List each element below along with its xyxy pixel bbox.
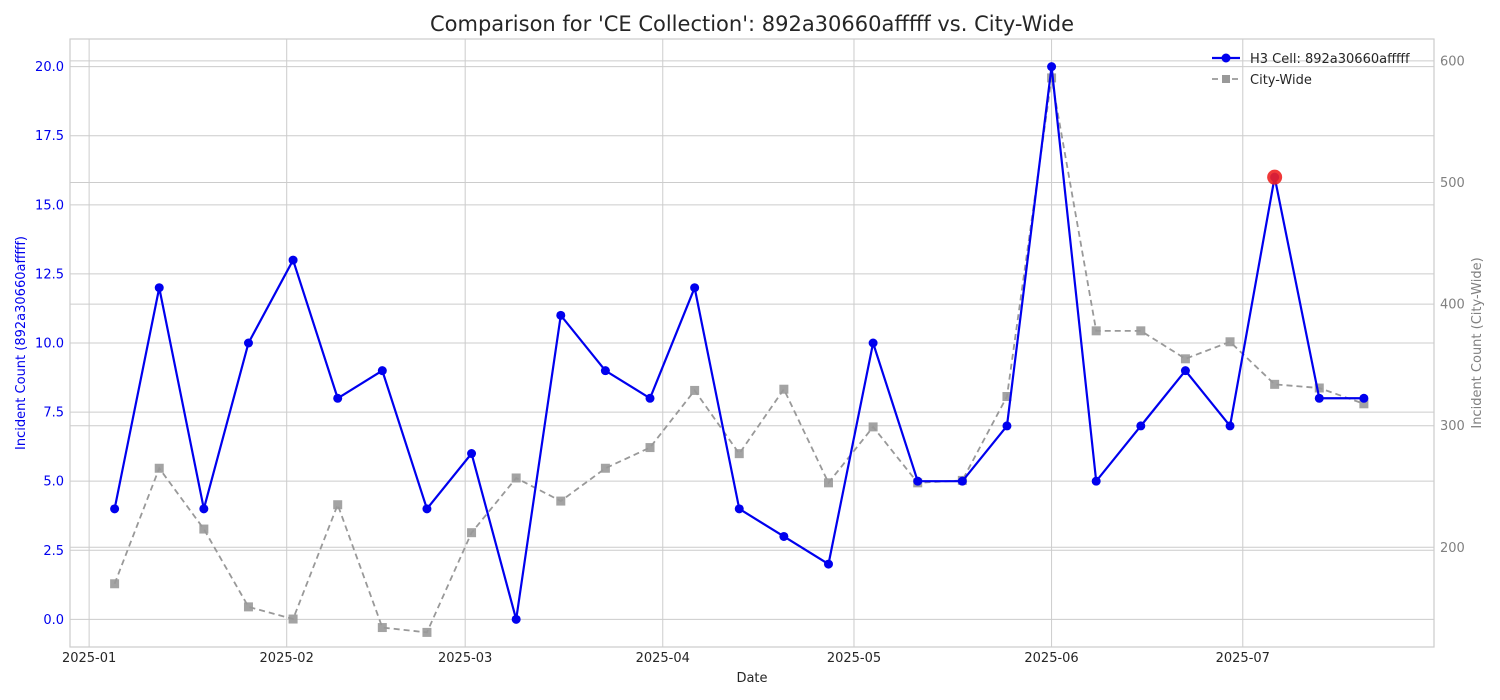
data-point-h3: [333, 393, 343, 403]
data-point-h3: [957, 476, 967, 486]
data-point-citywide: [333, 500, 343, 510]
data-point-citywide: [1270, 379, 1280, 389]
data-point-h3: [779, 531, 789, 541]
data-point-h3: [467, 449, 477, 459]
data-point-h3: [868, 338, 878, 348]
legend-marker-h3: [1221, 53, 1231, 63]
data-point-citywide: [1047, 73, 1057, 83]
series-layer: [110, 62, 1369, 637]
data-point-h3: [243, 338, 253, 348]
data-point-h3: [199, 504, 209, 514]
data-point-citywide: [1180, 354, 1190, 364]
data-point-h3: [422, 504, 432, 514]
data-point-citywide: [823, 478, 833, 488]
y-tick-label: 7.5: [43, 406, 64, 421]
data-point-citywide: [110, 579, 120, 589]
data-point-citywide: [1314, 383, 1324, 393]
data-point-citywide: [243, 602, 253, 612]
plot-area: [69, 38, 1435, 648]
data-point-h3: [734, 504, 744, 514]
data-point-h3: [690, 283, 700, 293]
data-point-citywide: [868, 422, 878, 432]
data-point-citywide: [199, 524, 209, 534]
axes: 2025-01 2025-02 2025-03 2025-04 2025-05 2025-…: [35, 54, 1465, 666]
data-point-citywide: [779, 384, 789, 394]
data-point-h3: [645, 393, 655, 403]
data-point-citywide: [422, 627, 432, 637]
data-point-h3: [556, 310, 566, 320]
data-point-h3: [1091, 476, 1101, 486]
data-point-h3: [288, 255, 298, 265]
data-point-h3: [377, 366, 387, 376]
y-tick-label: 20.0: [35, 60, 64, 75]
data-point-h3: [110, 504, 120, 514]
y2-axis-label: Incident Count (City-Wide): [1470, 257, 1485, 428]
data-point-citywide: [511, 473, 521, 483]
legend-label-h3: H3 Cell: 892a30660afffff: [1250, 52, 1410, 67]
x-tick-label: 2025-02: [260, 651, 314, 666]
y-tick-label: 12.5: [35, 267, 64, 282]
data-point-citywide: [288, 614, 298, 624]
data-point-citywide: [556, 496, 566, 506]
data-point-citywide: [645, 443, 655, 453]
data-point-h3: [1136, 421, 1146, 431]
x-tick-label: 2025-03: [438, 651, 492, 666]
data-point-h3: [600, 366, 610, 376]
x-tick-label: 2025-06: [1024, 651, 1078, 666]
x-tick-label: 2025-04: [636, 651, 690, 666]
data-point-h3: [913, 476, 923, 486]
y-axis-label: Incident Count (892a30660afffff): [14, 236, 29, 450]
data-point-h3: [1359, 393, 1369, 403]
data-point-citywide: [467, 528, 477, 538]
data-point-citywide: [1091, 326, 1101, 336]
data-point-h3: [1225, 421, 1235, 431]
legend: H3 Cell: 892a30660afffff City-Wide: [1212, 52, 1410, 88]
legend-label-citywide: City-Wide: [1250, 73, 1312, 88]
series-line-citywide: [113, 77, 1365, 634]
y2-tick-label: 300: [1440, 419, 1465, 434]
y2-tick-label: 500: [1440, 176, 1465, 191]
data-point-citywide: [377, 623, 387, 633]
data-point-citywide: [1359, 399, 1369, 409]
data-point-citywide: [1136, 326, 1146, 336]
y-tick-label: 15.0: [35, 198, 64, 213]
y2-tick-label: 200: [1440, 541, 1465, 556]
x-tick-label: 2025-07: [1216, 651, 1270, 666]
data-point-h3: [154, 283, 164, 293]
data-point-h3: [1180, 366, 1190, 376]
x-tick-label: 2025-05: [827, 651, 881, 666]
x-axis-label: Date: [736, 671, 767, 686]
y-tick-label: 2.5: [43, 544, 64, 559]
y-tick-label: 0.0: [43, 613, 64, 628]
grid: [70, 39, 1434, 647]
data-point-h3: [1047, 62, 1057, 72]
legend-marker-citywide: [1222, 75, 1230, 83]
data-point-citywide: [1002, 392, 1012, 402]
y-tick-label: 10.0: [35, 337, 64, 352]
data-point-h3: [511, 614, 521, 624]
y2-tick-label: 400: [1440, 298, 1465, 313]
y-tick-label: 17.5: [35, 129, 64, 144]
data-point-citywide: [734, 449, 744, 459]
data-point-h3: [1314, 393, 1324, 403]
data-point-citywide: [600, 463, 610, 473]
data-point-h3: [1002, 421, 1012, 431]
data-point-citywide: [154, 463, 164, 473]
highlight-point: [1267, 169, 1283, 185]
x-tick-label: 2025-01: [62, 651, 116, 666]
data-point-citywide: [1225, 337, 1235, 347]
data-point-citywide: [690, 385, 700, 395]
chart-title: Comparison for 'CE Collection': 892a3066…: [430, 12, 1074, 36]
y2-tick-label: 600: [1440, 54, 1465, 69]
y-tick-label: 5.0: [43, 475, 64, 490]
data-point-h3: [823, 559, 833, 569]
